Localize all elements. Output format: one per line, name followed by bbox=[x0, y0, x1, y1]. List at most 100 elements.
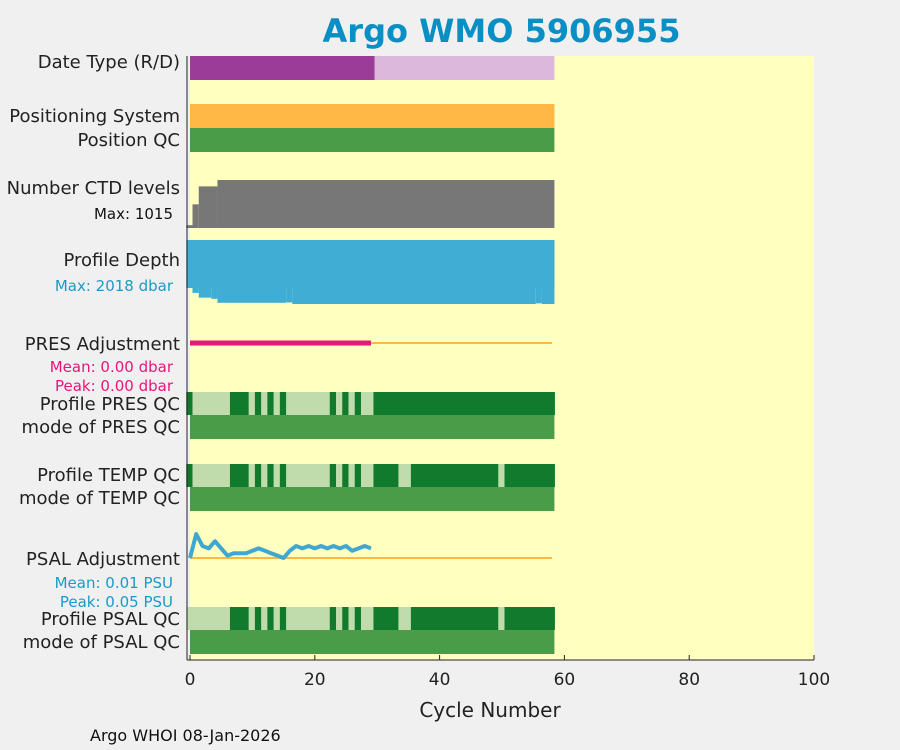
ctd-max-label: Max: 1015 bbox=[93, 205, 173, 223]
bar-ctd-levels-2 bbox=[198, 186, 218, 228]
bar-profile-pres-qc-cycle-53 bbox=[516, 392, 525, 415]
bar-profile-depth-3 bbox=[211, 240, 218, 299]
bar-profile-pres-qc-cycle-58 bbox=[548, 392, 555, 415]
bar-profile-temp-qc-cycle-2 bbox=[198, 464, 207, 487]
bar-profile-psal-qc-cycle-49 bbox=[492, 607, 501, 630]
bar-profile-pres-qc-cycle-41 bbox=[442, 392, 451, 415]
bar-profile-depth-9 bbox=[541, 240, 555, 304]
bar-profile-psal-qc-cycle-35 bbox=[404, 607, 413, 630]
bar-profile-psal-qc-cycle-30 bbox=[373, 607, 382, 630]
pres-mean-label: Mean: 0.00 dbar bbox=[49, 358, 173, 376]
bar-profile-psal-qc-cycle-22 bbox=[323, 607, 332, 630]
bar-profile-pres-qc-cycle-44 bbox=[460, 392, 469, 415]
bar-profile-psal-qc-cycle-0 bbox=[186, 607, 195, 630]
bar-profile-temp-qc-cycle-30 bbox=[373, 464, 382, 487]
bar-profile-psal-qc-cycle-17 bbox=[292, 607, 301, 630]
row-label-mode-pres-qc: mode of PRES QC bbox=[21, 417, 180, 438]
bar-profile-temp-qc-cycle-46 bbox=[473, 464, 482, 487]
bar-profile-psal-qc-cycle-6 bbox=[223, 607, 232, 630]
bar-profile-depth-5 bbox=[286, 240, 293, 303]
x-tick-label-100: 100 bbox=[798, 670, 830, 690]
bar-profile-temp-qc-cycle-14 bbox=[273, 464, 282, 487]
bar-profile-pres-qc-cycle-37 bbox=[417, 392, 426, 415]
bar-profile-psal-qc-cycle-44 bbox=[460, 607, 469, 630]
bar-profile-pres-qc-cycle-40 bbox=[435, 392, 444, 415]
bar-ctd-levels-1 bbox=[192, 204, 199, 228]
bar-profile-psal-qc-cycle-56 bbox=[535, 607, 544, 630]
bar-profile-pres-qc-cycle-28 bbox=[360, 392, 369, 415]
bar-profile-psal-qc-cycle-2 bbox=[198, 607, 207, 630]
bar-profile-temp-qc-cycle-7 bbox=[229, 464, 238, 487]
bar-profile-temp-qc-cycle-23 bbox=[329, 464, 338, 487]
bar-profile-psal-qc-cycle-58 bbox=[548, 607, 555, 630]
bar-profile-temp-qc-cycle-6 bbox=[223, 464, 232, 487]
bar-profile-temp-qc-cycle-42 bbox=[448, 464, 457, 487]
bar-profile-psal-qc-cycle-42 bbox=[448, 607, 457, 630]
bar-date-realtime bbox=[190, 56, 375, 80]
bar-profile-pres-qc-cycle-52 bbox=[510, 392, 519, 415]
bar-profile-pres-qc-cycle-1 bbox=[192, 392, 201, 415]
bar-profile-psal-qc-cycle-48 bbox=[485, 607, 494, 630]
psal-adjustment-line bbox=[188, 532, 372, 560]
bar-profile-depth-0 bbox=[186, 240, 193, 288]
bar-profile-pres-qc-cycle-27 bbox=[354, 392, 363, 415]
psal-peak-label: Peak: 0.05 PSU bbox=[59, 593, 173, 611]
bar-profile-psal-qc-cycle-34 bbox=[398, 607, 407, 630]
pres-peak-label: Peak: 0.00 dbar bbox=[54, 377, 173, 395]
bar-profile-pres-qc-cycle-16 bbox=[286, 392, 295, 415]
bar-profile-psal-qc-cycle-25 bbox=[342, 607, 351, 630]
bar-profile-psal-qc-cycle-28 bbox=[360, 607, 369, 630]
bar-profile-temp-qc-cycle-20 bbox=[311, 464, 320, 487]
bar-profile-psal-qc-cycle-33 bbox=[392, 607, 401, 630]
bar-profile-pres-qc-cycle-42 bbox=[448, 392, 457, 415]
bar-profile-psal-qc-cycle-5 bbox=[217, 607, 226, 630]
bar-profile-psal-qc-cycle-45 bbox=[467, 607, 476, 630]
bar-profile-temp-qc-cycle-9 bbox=[242, 464, 251, 487]
bar-profile-temp-qc-cycle-0 bbox=[186, 464, 195, 487]
bar-profile-pres-qc-cycle-15 bbox=[279, 392, 288, 415]
row-label-profile-pres-qc: Profile PRES QC bbox=[39, 394, 180, 415]
bar-profile-pres-qc-cycle-49 bbox=[492, 392, 501, 415]
chart-title: Argo WMO 5906955 bbox=[322, 12, 681, 50]
bar-profile-pres-qc-cycle-33 bbox=[392, 392, 401, 415]
bar-profile-pres-qc-cycle-57 bbox=[541, 392, 550, 415]
bar-profile-psal-qc-cycle-20 bbox=[311, 607, 320, 630]
row-label-mode-temp-qc: mode of TEMP QC bbox=[18, 488, 180, 509]
bar-profile-temp-qc-cycle-17 bbox=[292, 464, 301, 487]
bar-profile-pres-qc-cycle-38 bbox=[423, 392, 432, 415]
bar-profile-pres-qc-cycle-31 bbox=[379, 392, 388, 415]
bar-profile-temp-qc-cycle-44 bbox=[460, 464, 469, 487]
bar-profile-pres-qc-cycle-46 bbox=[473, 392, 482, 415]
bar-profile-temp-qc-cycle-53 bbox=[516, 464, 525, 487]
bar-profile-psal-qc-cycle-39 bbox=[429, 607, 438, 630]
bar-profile-psal-qc-cycle-46 bbox=[473, 607, 482, 630]
bar-profile-pres-qc-cycle-43 bbox=[454, 392, 463, 415]
bar-profile-depth-4 bbox=[217, 240, 287, 303]
bar-profile-depth-1 bbox=[192, 240, 199, 293]
bar-profile-pres-qc-cycle-47 bbox=[479, 392, 488, 415]
bar-profile-temp-qc-cycle-52 bbox=[510, 464, 519, 487]
bar-profile-psal-qc-cycle-26 bbox=[348, 607, 357, 630]
bar-ctd-levels-3 bbox=[217, 180, 555, 228]
bar-profile-pres-qc-cycle-4 bbox=[211, 392, 220, 415]
bar-profile-pres-qc-cycle-7 bbox=[229, 392, 238, 415]
bar-profile-pres-qc-cycle-35 bbox=[404, 392, 413, 415]
bar-profile-temp-qc-cycle-39 bbox=[429, 464, 438, 487]
bar-profile-temp-qc-cycle-28 bbox=[360, 464, 369, 487]
bar-profile-temp-qc-cycle-36 bbox=[410, 464, 419, 487]
bar-date-delayed bbox=[374, 56, 555, 80]
row-label-profile-temp-qc: Profile TEMP QC bbox=[37, 465, 180, 486]
row-label-position-qc: Position QC bbox=[77, 130, 180, 151]
bar-profile-psal-qc-cycle-38 bbox=[423, 607, 432, 630]
bar-profile-psal-qc-cycle-27 bbox=[354, 607, 363, 630]
bar-profile-pres-qc-cycle-45 bbox=[467, 392, 476, 415]
bar-profile-psal-qc-cycle-4 bbox=[211, 607, 220, 630]
bar-profile-psal-qc-cycle-50 bbox=[498, 607, 507, 630]
bar-profile-temp-qc-cycle-58 bbox=[548, 464, 555, 487]
bar-profile-temp-qc-cycle-40 bbox=[435, 464, 444, 487]
bar-profile-temp-qc-cycle-16 bbox=[286, 464, 295, 487]
bar-profile-psal-qc-cycle-21 bbox=[317, 607, 326, 630]
bar-mode-psal-qc bbox=[190, 630, 555, 654]
bar-profile-pres-qc-cycle-11 bbox=[254, 392, 263, 415]
